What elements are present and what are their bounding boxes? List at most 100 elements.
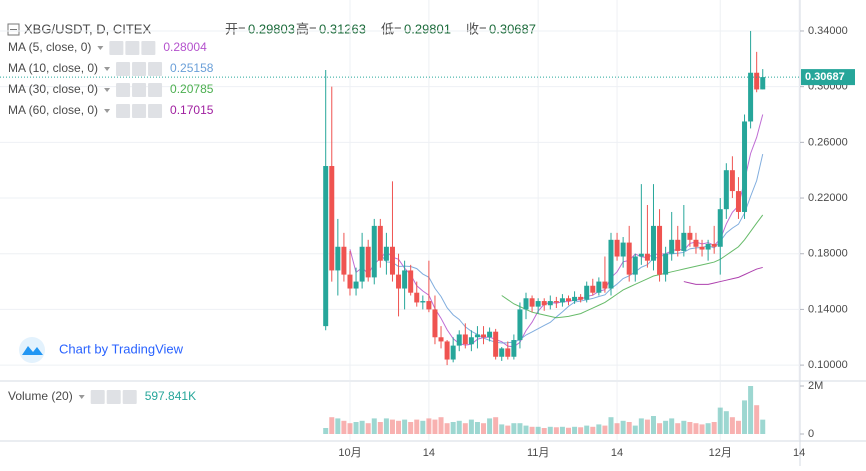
candle-body — [754, 72, 760, 90]
settings-icon[interactable] — [132, 62, 147, 76]
volume-bar — [474, 422, 480, 434]
candle-body — [420, 301, 426, 303]
volume-bar — [754, 405, 760, 434]
volume-bar — [687, 422, 693, 434]
candle-body — [529, 298, 535, 307]
volume-bar — [693, 423, 699, 434]
remove-icon[interactable] — [148, 104, 163, 118]
settings-icon[interactable] — [106, 390, 121, 404]
legend-value: 0.25158 — [170, 61, 214, 75]
legend-arrow[interactable] — [78, 395, 85, 399]
volume-bar — [657, 423, 663, 434]
candle-body — [663, 253, 669, 275]
candle-body — [729, 170, 735, 192]
ohlc-value: 0.30687 — [489, 21, 536, 36]
candle-body — [402, 270, 408, 289]
candle-body — [511, 340, 517, 357]
volume-bar — [462, 423, 468, 434]
volume-bar — [644, 419, 650, 434]
remove-icon[interactable] — [148, 62, 163, 76]
candle-body — [347, 274, 353, 289]
candle-body — [705, 243, 711, 250]
x-tick-label: 14 — [423, 447, 435, 459]
y-tick-label: 0.34000 — [808, 25, 848, 37]
eye-icon[interactable] — [109, 41, 124, 55]
candle-body — [626, 242, 632, 275]
volume-bar — [614, 423, 620, 434]
volume-bar — [760, 419, 766, 434]
remove-icon[interactable] — [141, 41, 156, 55]
candle-body — [487, 331, 493, 338]
legend-name: MA (10, close, 0) — [8, 61, 98, 75]
candle-body — [596, 281, 602, 293]
overlay-layer: 0.100000.140000.180000.220000.260000.300… — [0, 25, 855, 459]
candle-body — [359, 246, 365, 282]
volume-bar — [717, 407, 723, 434]
eye-icon[interactable] — [116, 104, 131, 118]
candle-body — [432, 309, 438, 338]
candle-body — [748, 72, 754, 122]
ma-line — [379, 153, 764, 344]
candle-body — [389, 246, 395, 275]
x-tick-label: 10月 — [338, 447, 361, 459]
legend-arrow[interactable] — [97, 46, 104, 50]
candle-body — [396, 274, 402, 289]
candle-body — [693, 239, 699, 247]
settings-icon[interactable] — [132, 104, 147, 118]
volume-bar — [711, 422, 717, 434]
volume-bar — [402, 419, 408, 434]
candle-body — [669, 239, 675, 254]
candle-body — [742, 121, 748, 212]
volume-bar — [438, 417, 444, 434]
remove-icon[interactable] — [148, 83, 163, 97]
remove-icon[interactable] — [122, 390, 137, 404]
legend-arrow[interactable] — [104, 109, 111, 113]
candle-body — [735, 191, 741, 212]
legend-arrow[interactable] — [104, 67, 111, 71]
watermark: Chart by TradingView — [59, 341, 184, 356]
candle-body — [590, 285, 596, 293]
settings-icon[interactable] — [132, 83, 147, 97]
volume-bar — [681, 420, 687, 434]
volume-bar — [487, 418, 493, 434]
candle-body — [559, 298, 565, 303]
candle-body — [620, 242, 626, 257]
candle-body — [657, 225, 663, 275]
marks-layer — [323, 30, 766, 434]
volume-bar — [735, 420, 741, 434]
volume-bar — [481, 423, 487, 434]
volume-bar — [468, 419, 474, 434]
legend-value: 597.841K — [145, 389, 196, 403]
legend-arrow[interactable] — [104, 88, 111, 92]
watermark-logo — [19, 337, 45, 363]
volume-bar — [377, 422, 383, 434]
chart-title: XBG/USDT, D, CITEX — [24, 21, 151, 36]
y-tick-label: 0.18000 — [808, 248, 848, 260]
volume-bar — [335, 418, 341, 434]
eye-icon[interactable] — [116, 62, 131, 76]
volume-bar — [426, 418, 432, 434]
volume-tick-label: 0 — [808, 428, 814, 440]
y-tick-label: 0.14000 — [808, 303, 848, 315]
y-tick-label: 0.26000 — [808, 136, 848, 148]
volume-bar — [341, 420, 347, 434]
volume-bar — [432, 419, 438, 434]
candle-body — [371, 225, 377, 278]
candle-body — [578, 296, 584, 300]
volume-bar — [499, 424, 505, 434]
candle-body — [323, 166, 329, 327]
volume-bar — [723, 411, 729, 434]
volume-bar — [365, 423, 371, 434]
legend-name: Volume (20) — [8, 389, 73, 403]
volume-bar — [353, 422, 359, 434]
volume-bar — [547, 426, 553, 434]
eye-icon[interactable] — [90, 390, 105, 404]
candle-body — [383, 246, 389, 261]
eye-icon[interactable] — [116, 83, 131, 97]
legend-name: MA (60, close, 0) — [8, 103, 98, 117]
collapse-icon[interactable] — [7, 23, 20, 36]
ohlc-label: 高= — [296, 21, 317, 36]
candle-body — [638, 253, 644, 257]
settings-icon[interactable] — [125, 41, 140, 55]
